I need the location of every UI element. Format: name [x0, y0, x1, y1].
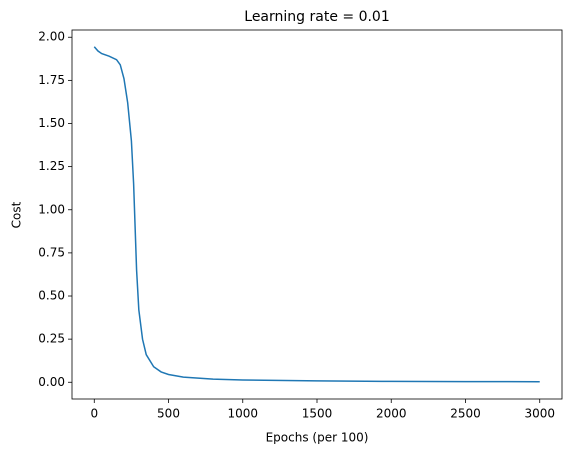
x-tick-label: 1000: [227, 407, 258, 421]
x-tick-label: 2500: [450, 407, 481, 421]
plot-frame: [71, 29, 563, 400]
y-tick-label: 1.00: [38, 202, 65, 216]
x-axis-label: Epochs (per 100): [266, 431, 369, 445]
y-axis-label: Cost: [10, 201, 24, 228]
y-tick-label: 1.25: [38, 159, 65, 173]
y-tick-label: 0.25: [38, 332, 65, 346]
chart-title: Learning rate = 0.01: [244, 9, 389, 25]
y-tick-label: 0.00: [38, 375, 65, 389]
line-series: [93, 46, 540, 383]
y-tick-label: 0.75: [38, 245, 65, 259]
y-tick-label: 1.75: [38, 73, 65, 87]
y-tick-label: 0.50: [38, 289, 65, 303]
x-tick-label: 500: [157, 407, 180, 421]
x-tick-label: 0: [90, 407, 98, 421]
x-tick-label: 1500: [302, 407, 333, 421]
x-tick-label: 3000: [524, 407, 555, 421]
x-tick-label: 2000: [376, 407, 407, 421]
y-tick-label: 2.00: [38, 30, 65, 44]
y-tick-label: 1.50: [38, 116, 65, 130]
